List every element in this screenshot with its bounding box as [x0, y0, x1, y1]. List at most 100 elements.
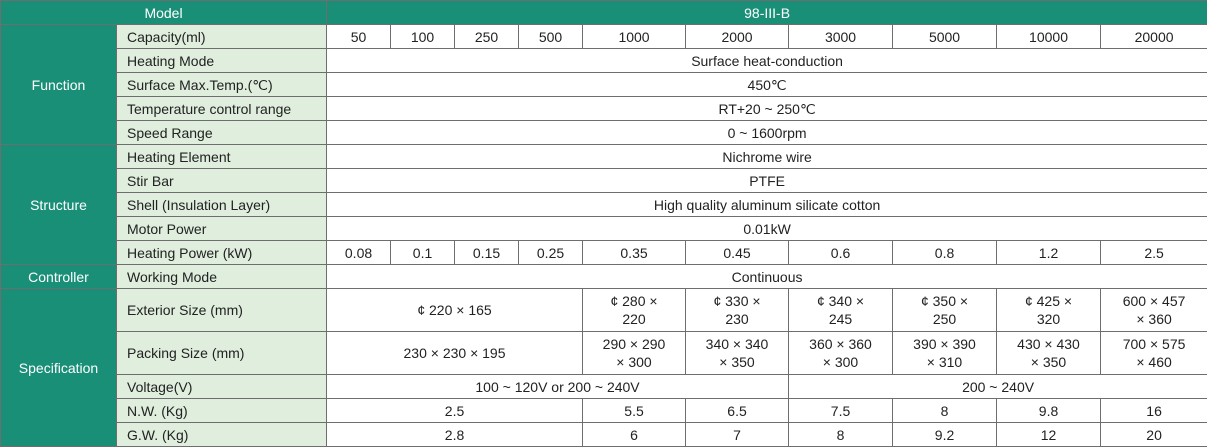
packing-size-cell: 430 × 430 × 350	[997, 332, 1101, 375]
heating-power-cell: 0.15	[455, 241, 519, 265]
surface-max-temp-label: Surface Max.Temp.(℃)	[117, 73, 327, 97]
surface-max-temp-row: Surface Max.Temp.(℃) 450℃	[1, 73, 1207, 97]
temp-control-range-row: Temperature control range RT+20 ~ 250℃	[1, 97, 1207, 121]
shell-label: Shell (Insulation Layer)	[117, 193, 327, 217]
nw-cell: 2.5	[327, 399, 583, 423]
packing-size-text: 700 × 575 × 460	[1103, 335, 1205, 371]
capacity-cell: 500	[519, 25, 583, 49]
heating-element-row: Structure Heating Element Nichrome wire	[1, 145, 1207, 169]
category-structure: Structure	[1, 145, 117, 265]
working-mode-value: Continuous	[327, 265, 1207, 289]
packing-size-text: 230 × 230 × 195	[329, 344, 580, 362]
temp-control-range-label: Temperature control range	[117, 97, 327, 121]
gw-cell: 20	[1101, 423, 1207, 447]
capacity-cell: 2000	[686, 25, 789, 49]
packing-size-text: 430 × 430 × 350	[999, 335, 1098, 371]
capacity-label: Capacity(ml)	[117, 25, 327, 49]
nw-cell: 8	[893, 399, 997, 423]
category-function: Function	[1, 25, 117, 145]
stir-bar-value: PTFE	[327, 169, 1207, 193]
nw-cell: 9.8	[997, 399, 1101, 423]
nw-cell: 6.5	[686, 399, 789, 423]
voltage-cell: 200 ~ 240V	[789, 375, 1207, 399]
surface-max-temp-value: 450℃	[327, 73, 1207, 97]
heating-power-label: Heating Power (kW)	[117, 241, 327, 265]
heating-power-cell: 0.6	[789, 241, 893, 265]
packing-size-cell: 700 × 575 × 460	[1101, 332, 1207, 375]
speed-range-row: Speed Range 0 ~ 1600rpm	[1, 121, 1207, 145]
motor-power-row: Motor Power 0.01kW	[1, 217, 1207, 241]
packing-size-cell: 390 × 390 × 310	[893, 332, 997, 375]
heating-power-cell: 0.8	[893, 241, 997, 265]
shell-value: High quality aluminum silicate cotton	[327, 193, 1207, 217]
working-mode-label: Working Mode	[117, 265, 327, 289]
capacity-cell: 20000	[1101, 25, 1207, 49]
model-row: Model 98-III-B	[1, 1, 1207, 25]
stir-bar-label: Stir Bar	[117, 169, 327, 193]
heating-power-cell: 0.35	[583, 241, 686, 265]
exterior-size-text: 600 × 457 × 360	[1103, 292, 1205, 328]
packing-size-text: 360 × 360 × 300	[791, 335, 890, 371]
capacity-cell: 10000	[997, 25, 1101, 49]
gw-cell: 2.8	[327, 423, 583, 447]
gw-cell: 6	[583, 423, 686, 447]
exterior-size-cell: ¢ 330 × 230	[686, 289, 789, 332]
exterior-size-row: Specification Exterior Size (mm) ¢ 220 ×…	[1, 289, 1207, 332]
nw-cell: 7.5	[789, 399, 893, 423]
nw-cell: 16	[1101, 399, 1207, 423]
exterior-size-cell: ¢ 425 × 320	[997, 289, 1101, 332]
heating-mode-label: Heating Mode	[117, 49, 327, 73]
packing-size-cell: 230 × 230 × 195	[327, 332, 583, 375]
packing-size-text: 290 × 290 × 300	[585, 335, 683, 371]
gw-cell: 8	[789, 423, 893, 447]
heating-power-cell: 2.5	[1101, 241, 1207, 265]
heating-power-cell: 0.25	[519, 241, 583, 265]
gw-cell: 7	[686, 423, 789, 447]
heating-mode-value: Surface heat-conduction	[327, 49, 1207, 73]
exterior-size-cell: ¢ 280 × 220	[583, 289, 686, 332]
voltage-cell: 100 ~ 120V or 200 ~ 240V	[327, 375, 789, 399]
exterior-size-cell: ¢ 350 × 250	[893, 289, 997, 332]
capacity-row: Function Capacity(ml) 50 100 250 500 100…	[1, 25, 1207, 49]
gw-label: G.W. (Kg)	[117, 423, 327, 447]
nw-row: N.W. (Kg) 2.5 5.5 6.5 7.5 8 9.8 16	[1, 399, 1207, 423]
heating-power-cell: 0.45	[686, 241, 789, 265]
heating-power-cell: 1.2	[997, 241, 1101, 265]
capacity-cell: 50	[327, 25, 391, 49]
heating-power-cell: 0.1	[391, 241, 455, 265]
shell-row: Shell (Insulation Layer) High quality al…	[1, 193, 1207, 217]
motor-power-value: 0.01kW	[327, 217, 1207, 241]
exterior-size-text: ¢ 350 × 250	[895, 292, 994, 328]
model-value: 98-III-B	[327, 1, 1207, 25]
exterior-size-cell: ¢ 340 × 245	[789, 289, 893, 332]
capacity-cell: 5000	[893, 25, 997, 49]
gw-cell: 9.2	[893, 423, 997, 447]
heating-mode-row: Heating Mode Surface heat-conduction	[1, 49, 1207, 73]
nw-cell: 5.5	[583, 399, 686, 423]
exterior-size-cell: 600 × 457 × 360	[1101, 289, 1207, 332]
temp-control-range-value: RT+20 ~ 250℃	[327, 97, 1207, 121]
packing-size-cell: 290 × 290 × 300	[583, 332, 686, 375]
heating-power-cell: 0.08	[327, 241, 391, 265]
exterior-size-text: ¢ 280 × 220	[585, 292, 683, 328]
nw-label: N.W. (Kg)	[117, 399, 327, 423]
stir-bar-row: Stir Bar PTFE	[1, 169, 1207, 193]
capacity-cell: 100	[391, 25, 455, 49]
heating-element-value: Nichrome wire	[327, 145, 1207, 169]
gw-cell: 12	[997, 423, 1101, 447]
exterior-size-text: ¢ 220 × 165	[329, 301, 580, 319]
working-mode-row: Controller Working Mode Continuous	[1, 265, 1207, 289]
capacity-cell: 250	[455, 25, 519, 49]
heating-element-label: Heating Element	[117, 145, 327, 169]
packing-size-text: 340 × 340 × 350	[688, 335, 786, 371]
speed-range-value: 0 ~ 1600rpm	[327, 121, 1207, 145]
exterior-size-cell: ¢ 220 × 165	[327, 289, 583, 332]
capacity-cell: 1000	[583, 25, 686, 49]
exterior-size-text: ¢ 340 × 245	[791, 292, 890, 328]
packing-size-text: 390 × 390 × 310	[895, 335, 994, 371]
packing-size-label: Packing Size (mm)	[117, 332, 327, 375]
heating-power-row: Heating Power (kW) 0.08 0.1 0.15 0.25 0.…	[1, 241, 1207, 265]
exterior-size-text: ¢ 425 × 320	[999, 292, 1098, 328]
exterior-size-text: ¢ 330 × 230	[688, 292, 786, 328]
